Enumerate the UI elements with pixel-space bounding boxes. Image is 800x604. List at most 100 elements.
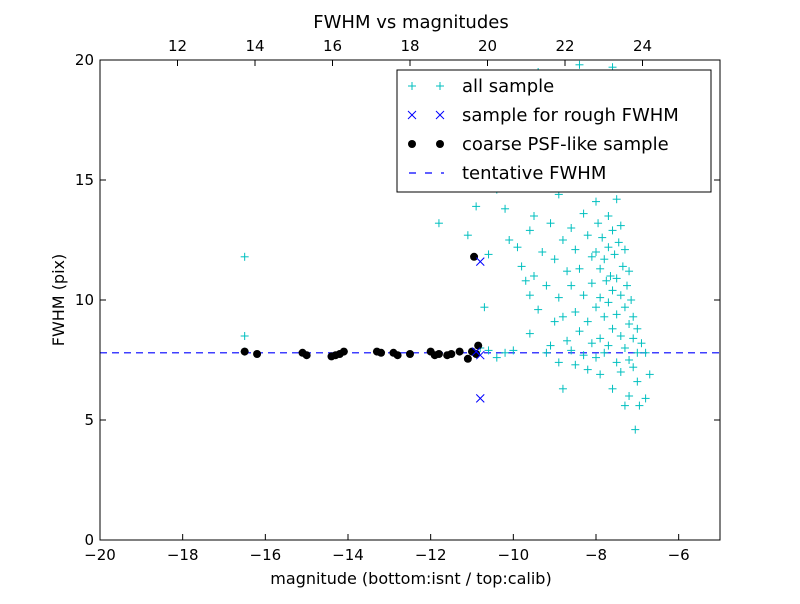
all-sample-point [583, 231, 592, 240]
legend-box [396, 69, 712, 193]
all-sample-point [602, 276, 611, 285]
all-sample-point [521, 276, 530, 285]
chart-title: FWHM vs magnitudes [313, 12, 508, 33]
all-sample-point [596, 334, 605, 343]
legend-label: coarse PSF-like sample [462, 134, 669, 155]
all-sample-point [625, 267, 634, 276]
legend-plus-marker [408, 82, 416, 90]
legend-entry: all sample [408, 76, 554, 97]
all-sample-point [558, 236, 567, 244]
all-sample-point [610, 250, 619, 259]
all-sample-point [620, 401, 629, 410]
all-sample-point [530, 212, 538, 220]
top-x-tick-label: 20 [478, 37, 497, 55]
all-sample-point [625, 320, 634, 328]
legend-x-marker [407, 110, 417, 120]
all-sample-point [592, 353, 600, 362]
all-sample-point [567, 346, 576, 355]
all-sample-point [558, 384, 567, 393]
x-tick-label: −10 [498, 546, 530, 564]
all-sample-point [534, 305, 543, 314]
psf-sample-point [447, 350, 456, 358]
x-tick-label: −12 [415, 546, 447, 564]
legend: all sample sample for rough FWHM coarse PS… [396, 69, 712, 193]
all-sample-point [623, 281, 631, 290]
all-sample-point [579, 209, 588, 218]
all-sample-point [608, 324, 617, 333]
all-sample-point [501, 204, 510, 213]
all-sample-point [629, 334, 638, 343]
all-sample-point [604, 212, 613, 220]
legend-x-marker-b [407, 110, 417, 120]
all-sample-point [550, 255, 559, 264]
y-tick-label: 20 [75, 51, 94, 69]
all-sample-point [600, 312, 609, 321]
all-sample-point [240, 332, 249, 340]
rough-fwhm-point [475, 394, 485, 403]
top-x-tick-label: 24 [633, 37, 652, 55]
all-sample-point [629, 363, 638, 372]
all-sample-point [542, 348, 551, 357]
legend-label: all sample [462, 76, 554, 97]
psf-sample-point [240, 347, 249, 356]
all-sample-point [596, 293, 605, 302]
y-tick-label: 0 [84, 531, 94, 549]
all-sample-point [608, 384, 617, 393]
all-sample-point [587, 252, 596, 261]
all-sample-point [542, 281, 551, 290]
psf-sample-point [377, 348, 386, 357]
all-sample-point [525, 329, 534, 338]
all-sample-point [579, 351, 588, 360]
legend-entry: tentative FWHM [409, 163, 606, 184]
all-sample-point [612, 195, 621, 204]
psf-sample-point [339, 347, 348, 356]
all-sample-point [583, 317, 592, 326]
all-sample-point [606, 272, 615, 280]
top-x-tick-label: 16 [323, 37, 342, 55]
all-sample-point [616, 221, 625, 230]
rough-fwhm-point [475, 257, 485, 266]
all-sample-point [558, 312, 567, 321]
all-sample-point [546, 341, 555, 350]
legend-x-marker-b [435, 110, 445, 120]
all-sample-point [604, 341, 613, 350]
all-sample-point [612, 274, 621, 283]
all-sample-point [571, 308, 580, 316]
all-sample-point [592, 303, 600, 312]
psf-sample-point [406, 350, 414, 358]
all-sample-point [525, 226, 534, 235]
top-x-tick-label: 22 [555, 37, 574, 55]
psf-sample-point [253, 350, 262, 358]
all-sample-point [550, 317, 559, 326]
legend-circle-marker [436, 140, 444, 148]
all-sample-point [631, 425, 640, 434]
all-sample-point [604, 298, 613, 307]
all-sample-point [525, 291, 534, 300]
all-sample-point [625, 356, 634, 364]
x-tick-label: −6 [668, 546, 690, 564]
psf-sample-point [434, 350, 443, 358]
rough-fwhm-point [471, 347, 481, 356]
all-sample-point [604, 243, 613, 252]
all-sample-point [620, 245, 629, 254]
all-sample-point [645, 370, 654, 379]
all-sample-point [625, 392, 634, 400]
legend-label: sample for rough FWHM [462, 105, 679, 126]
all-sample-point [600, 348, 609, 357]
all-sample-point [567, 224, 576, 232]
all-sample-point [612, 310, 621, 319]
psf-sample-point [393, 351, 402, 360]
all-sample-point [641, 348, 650, 357]
legend-label: tentative FWHM [462, 163, 606, 184]
rough-fwhm-point-b [475, 257, 485, 266]
x-tick-label: −20 [84, 546, 116, 564]
all-sample-point [620, 303, 629, 312]
all-sample-point [563, 336, 572, 345]
top-x-tick-label: 14 [245, 37, 264, 55]
all-sample-point [563, 267, 572, 276]
all-sample-point [571, 360, 580, 369]
all-sample-point [472, 202, 481, 211]
all-sample-point [575, 60, 584, 69]
all-sample-point [598, 233, 607, 242]
all-sample-point [575, 327, 584, 336]
